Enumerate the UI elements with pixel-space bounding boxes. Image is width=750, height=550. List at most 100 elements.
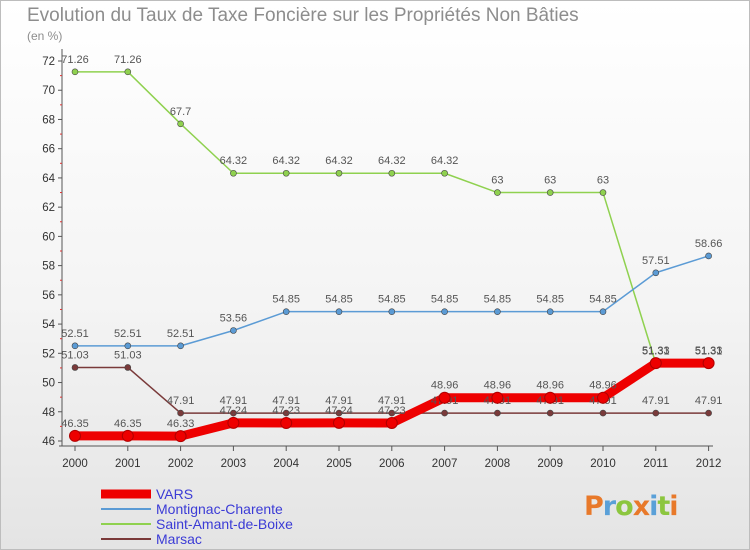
- data-label: 54.85: [589, 294, 617, 306]
- data-point: [599, 189, 607, 196]
- data-point: [441, 169, 448, 177]
- data-point: [177, 120, 184, 128]
- data-label: 46.35: [61, 418, 89, 430]
- y-tick-label: 68: [42, 114, 55, 126]
- x-tick-label: 2008: [485, 458, 511, 470]
- data-label: 71.26: [114, 54, 142, 66]
- data-label: 64.32: [378, 155, 406, 167]
- x-tick-label: 2001: [115, 458, 141, 470]
- data-label: 48.96: [536, 380, 564, 392]
- data-label: 54.85: [378, 294, 406, 306]
- data-point: [174, 430, 187, 443]
- x-tick-label: 2005: [326, 458, 352, 470]
- data-label: 47.24: [325, 405, 353, 417]
- data-label: 47.23: [378, 405, 406, 417]
- data-label: 53.56: [220, 313, 248, 325]
- data-point: [652, 409, 660, 417]
- data-point: [388, 169, 396, 177]
- data-point: [597, 391, 609, 404]
- data-label: 54.85: [536, 294, 564, 306]
- x-tick-label: 2007: [432, 458, 458, 470]
- data-label: 64.32: [272, 155, 300, 167]
- data-label: 71.26: [61, 54, 89, 66]
- data-label: 54.85: [431, 294, 459, 306]
- legend-label: Montignac-Charente: [156, 501, 283, 517]
- data-point: [333, 416, 345, 429]
- x-tick-label: 2006: [379, 458, 405, 470]
- data-label: 51.33: [695, 345, 723, 357]
- logo-letter: o: [615, 491, 634, 522]
- data-point: [335, 409, 343, 417]
- y-tick-label: 62: [42, 202, 55, 214]
- logo-letter: x: [632, 491, 650, 522]
- y-tick-label: 58: [42, 261, 55, 273]
- data-label: 47.23: [272, 405, 300, 417]
- data-point: [649, 357, 662, 370]
- data-label: 47.24: [220, 405, 248, 417]
- y-tick-label: 72: [42, 56, 55, 68]
- data-point: [494, 308, 501, 315]
- y-tick-label: 50: [42, 378, 55, 390]
- data-point: [494, 189, 501, 196]
- logo-letter: t: [657, 491, 670, 522]
- data-point: [546, 308, 554, 315]
- data-point: [494, 409, 501, 417]
- data-label: 51.31: [642, 345, 670, 357]
- data-label: 52.51: [61, 328, 89, 340]
- data-point: [177, 409, 184, 417]
- y-tick-label: 56: [42, 290, 55, 302]
- x-tick-label: 2000: [62, 458, 88, 470]
- data-label: 64.32: [431, 155, 459, 167]
- legend-label: Marsac: [156, 531, 202, 547]
- data-point: [441, 308, 448, 315]
- data-label: 52.51: [167, 328, 195, 340]
- y-tick-label: 46: [42, 436, 55, 448]
- data-point: [385, 417, 398, 430]
- data-point: [599, 409, 607, 417]
- data-label: 58.66: [695, 238, 723, 250]
- data-point: [546, 409, 554, 417]
- data-label: 51.03: [61, 349, 89, 361]
- data-label: 46.33: [167, 418, 195, 430]
- data-point: [544, 391, 557, 404]
- y-tick-label: 60: [42, 231, 55, 243]
- data-point: [705, 252, 712, 260]
- data-point: [388, 308, 396, 315]
- data-point: [71, 342, 79, 350]
- data-point: [124, 68, 132, 76]
- data-point: [230, 327, 237, 334]
- data-point: [227, 416, 240, 429]
- data-point: [546, 189, 554, 196]
- data-label: 63: [597, 175, 609, 187]
- data-point: [335, 169, 343, 177]
- legend-label: VARS: [156, 486, 193, 502]
- data-label: 51.03: [114, 349, 142, 361]
- data-point: [280, 417, 293, 430]
- data-point: [491, 391, 504, 404]
- y-tick-label: 64: [42, 173, 55, 185]
- data-label: 54.85: [484, 294, 512, 306]
- x-tick-label: 2012: [696, 458, 722, 470]
- data-point: [599, 308, 607, 315]
- data-label: 64.32: [220, 155, 248, 167]
- data-point: [335, 308, 343, 315]
- x-tick-label: 2002: [168, 458, 194, 470]
- data-label: 63: [544, 175, 556, 187]
- data-label: 64.32: [325, 155, 353, 167]
- data-label: 63: [491, 175, 503, 187]
- data-label: 47.91: [642, 395, 670, 407]
- x-tick-label: 2009: [537, 458, 563, 470]
- data-label: 67.7: [170, 106, 191, 118]
- data-point: [702, 357, 715, 370]
- data-label: 47.91: [167, 395, 195, 407]
- data-label: 47.91: [272, 395, 300, 407]
- data-point: [282, 409, 290, 417]
- y-tick-label: 52: [42, 348, 55, 360]
- data-point: [69, 429, 81, 442]
- chart-subtitle: (en %): [27, 29, 63, 43]
- y-tick-label: 48: [42, 407, 55, 419]
- data-label: 47.91: [695, 395, 723, 407]
- data-label: 54.85: [325, 294, 353, 306]
- data-label: 57.51: [642, 255, 670, 267]
